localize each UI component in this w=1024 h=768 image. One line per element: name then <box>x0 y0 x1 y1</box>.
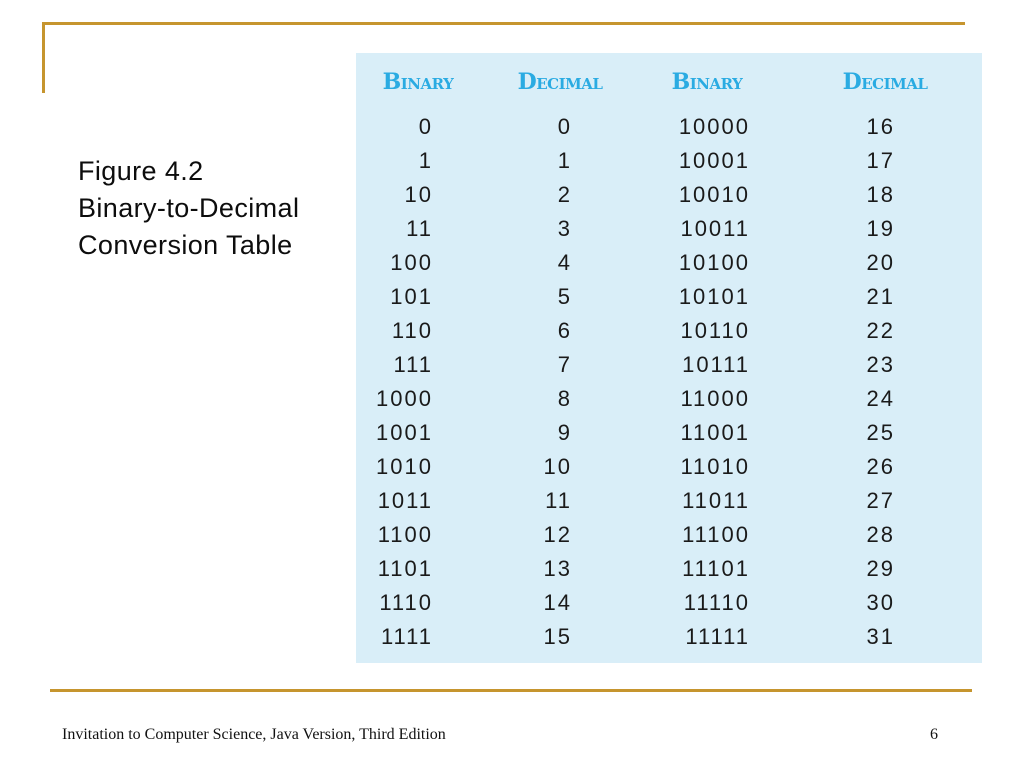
table-cell: 10011 <box>680 216 750 241</box>
table-cell: 1 <box>418 148 433 173</box>
table-cell: 11101 <box>682 556 750 581</box>
table-cell: 31 <box>866 624 895 649</box>
table-cell: 1001 <box>376 420 433 445</box>
table-row: 110 6 10110 22 <box>356 314 982 348</box>
table-cell: 13 <box>543 556 572 581</box>
table-cell: 25 <box>866 420 895 445</box>
table-cell: 101 <box>390 284 433 309</box>
table-cell: 19 <box>866 216 895 241</box>
table-cell: 11100 <box>682 522 750 547</box>
table-cell: 10 <box>543 454 572 479</box>
table-row: 1010 10 11010 26 <box>356 450 982 484</box>
figure-caption: Figure 4.2 Binary-to-Decimal Conversion … <box>78 153 299 264</box>
table-cell: 1 <box>557 148 572 173</box>
table-cell: 1011 <box>377 488 433 513</box>
table-row: 1000 8 11000 24 <box>356 382 982 416</box>
table-cell: 11 <box>406 216 433 241</box>
table-cell: 17 <box>866 148 895 173</box>
table-cell: 14 <box>543 590 572 615</box>
table-row: 1110 14 11110 30 <box>356 586 982 620</box>
table-row: 1 1 10001 17 <box>356 144 982 178</box>
table-cell: 0 <box>557 114 572 139</box>
table-cell: 11110 <box>683 590 750 615</box>
table-rows: 0 0 10000 16 1 1 10001 17 10 2 10010 18 11 3 10011 19 10… <box>356 110 982 654</box>
table-cell: 20 <box>866 250 895 275</box>
column-header-binary-1: Binary <box>382 69 454 95</box>
table-cell: 10101 <box>678 284 750 309</box>
table-cell: 11000 <box>680 386 750 411</box>
bottom-accent-rule <box>50 689 972 692</box>
table-cell: 1010 <box>376 454 433 479</box>
table-cell: 1101 <box>377 556 433 581</box>
table-cell: 1111 <box>380 624 433 649</box>
figure-caption-line-1: Figure 4.2 <box>78 156 204 186</box>
table-cell: 30 <box>866 590 895 615</box>
table-row: 1100 12 11100 28 <box>356 518 982 552</box>
table-row: 111 7 10111 23 <box>356 348 982 382</box>
table-cell: 23 <box>866 352 895 377</box>
table-cell: 10110 <box>680 318 750 343</box>
table-row: 1111 15 11111 31 <box>356 620 982 654</box>
table-cell: 100 <box>390 250 433 275</box>
table-cell: 22 <box>866 318 895 343</box>
table-cell: 8 <box>557 386 572 411</box>
table-cell: 15 <box>543 624 572 649</box>
column-header-decimal-2: Decimal <box>842 69 928 95</box>
column-header-decimal-1: Decimal <box>517 69 603 95</box>
table-cell: 9 <box>557 420 572 445</box>
table-row: 1001 9 11001 25 <box>356 416 982 450</box>
top-accent-rule <box>42 22 965 25</box>
table-cell: 24 <box>866 386 895 411</box>
table-cell: 16 <box>866 114 895 139</box>
conversion-table: Binary Decimal Binary Decimal 0 0 10000 16 1… <box>356 53 982 663</box>
figure-caption-line-3: Conversion Table <box>78 230 293 260</box>
table-cell: 3 <box>557 216 572 241</box>
table-cell: 1100 <box>377 522 433 547</box>
table-cell: 0 <box>418 114 433 139</box>
table-cell: 110 <box>391 318 433 343</box>
table-cell: 21 <box>866 284 895 309</box>
table-cell: 11111 <box>685 624 750 649</box>
column-header-binary-2: Binary <box>671 69 743 95</box>
table-cell: 111 <box>393 352 433 377</box>
footer-title: Invitation to Computer Science, Java Ver… <box>62 726 446 743</box>
table-cell: 10111 <box>682 352 750 377</box>
table-cell: 26 <box>866 454 895 479</box>
table-cell: 11011 <box>682 488 750 513</box>
figure-caption-line-2: Binary-to-Decimal <box>78 193 300 223</box>
table-row: 0 0 10000 16 <box>356 110 982 144</box>
page-number: 6 <box>930 726 938 743</box>
table-cell: 2 <box>557 182 572 207</box>
table-cell: 10010 <box>678 182 750 207</box>
table-row: 1101 13 11101 29 <box>356 552 982 586</box>
table-cell: 11 <box>545 488 572 513</box>
table-cell: 28 <box>866 522 895 547</box>
table-cell: 10001 <box>678 148 750 173</box>
table-cell: 27 <box>866 488 895 513</box>
table-cell: 18 <box>866 182 895 207</box>
table-row: 10 2 10010 18 <box>356 178 982 212</box>
table-cell: 6 <box>557 318 572 343</box>
table-cell: 5 <box>557 284 572 309</box>
table-cell: 10 <box>404 182 433 207</box>
table-cell: 29 <box>866 556 895 581</box>
table-cell: 10100 <box>678 250 750 275</box>
table-cell: 10000 <box>678 114 750 139</box>
table-row: 11 3 10011 19 <box>356 212 982 246</box>
table-cell: 4 <box>557 250 572 275</box>
table-row: 101 5 10101 21 <box>356 280 982 314</box>
table-cell: 12 <box>543 522 572 547</box>
table-cell: 7 <box>557 352 572 377</box>
left-accent-rule <box>42 22 45 93</box>
table-cell: 11001 <box>680 420 750 445</box>
table-cell: 1000 <box>376 386 433 411</box>
table-cell: 11010 <box>680 454 750 479</box>
table-cell: 1110 <box>379 590 433 615</box>
table-row: 100 4 10100 20 <box>356 246 982 280</box>
table-row: 1011 11 11011 27 <box>356 484 982 518</box>
